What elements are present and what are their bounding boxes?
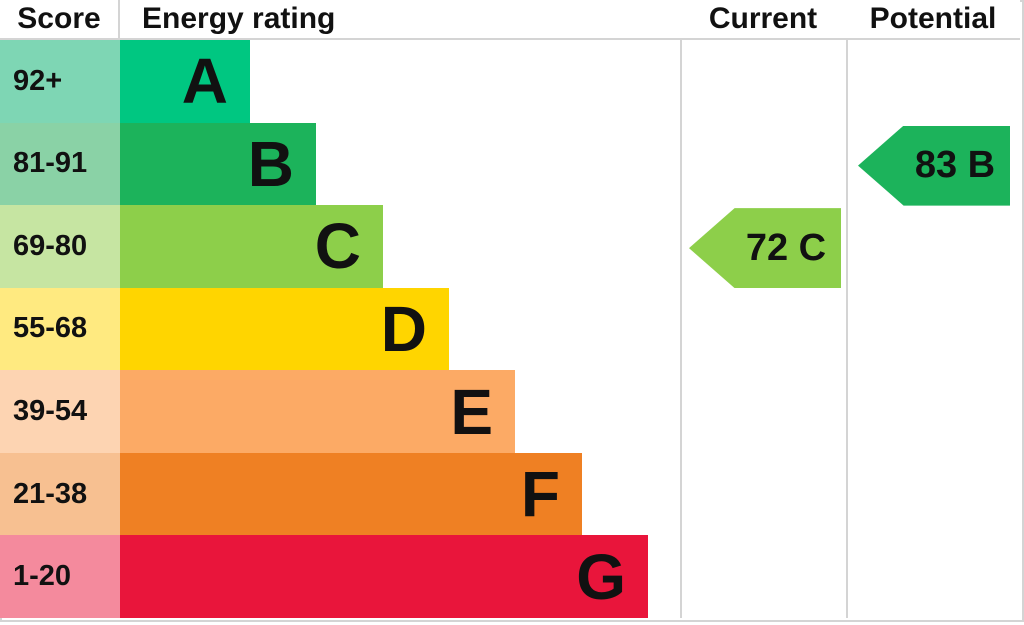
band-bar-a: A — [120, 40, 250, 123]
score-range-c: 69-80 — [0, 205, 120, 288]
band-bar-e: E — [120, 370, 515, 453]
score-range-g: 1-20 — [0, 535, 120, 618]
band-letter-f: F — [520, 458, 560, 531]
band-row-e: 39-54 E — [0, 370, 680, 453]
band-letter-d: D — [380, 292, 427, 365]
score-range-d: 55-68 — [0, 287, 120, 371]
band-bar-d: D — [120, 287, 449, 371]
energy-rating-column-header: Energy rating — [142, 2, 336, 35]
current-column: 72 C — [680, 0, 846, 618]
band-letter-c: C — [314, 210, 361, 283]
score-range-b: 81-91 — [0, 122, 120, 206]
band-bar-c: C — [120, 205, 383, 288]
band-row-c: 69-80 C — [0, 205, 680, 288]
current-rating-label: 72 C — [745, 226, 827, 269]
band-row-a: 92+ A — [0, 40, 680, 123]
score-range-a: 92+ — [0, 40, 120, 123]
header-row: Score Energy rating Current Potential — [0, 0, 1020, 40]
band-letter-e: E — [450, 375, 493, 448]
current-column-header: Current — [708, 2, 818, 35]
band-row-f: 21-38 F — [0, 452, 680, 536]
score-range-e: 39-54 — [0, 370, 120, 453]
band-letter-b: B — [247, 127, 294, 200]
potential-rating-label: 83 B — [914, 144, 996, 187]
band-bar-f: F — [120, 452, 582, 536]
band-bar-g: G — [120, 535, 648, 618]
score-column-header: Score — [0, 0, 120, 38]
band-letter-g: G — [576, 540, 626, 613]
band-row-g: 1-20 G — [0, 535, 680, 618]
potential-column-header: Potential — [869, 2, 997, 35]
potential-column: 83 B — [846, 0, 1020, 618]
current-rating-arrow: 72 C — [689, 208, 841, 289]
potential-rating-arrow: 83 B — [858, 125, 1010, 206]
band-row-d: 55-68 D — [0, 287, 680, 371]
band-row-b: 81-91 B — [0, 122, 680, 206]
band-letter-a: A — [181, 45, 228, 118]
band-bar-b: B — [120, 122, 316, 206]
rating-bands: 92+ A 81-91 B 69-80 C 55-68 D 39-54 E 21… — [0, 40, 680, 618]
score-range-f: 21-38 — [0, 452, 120, 536]
